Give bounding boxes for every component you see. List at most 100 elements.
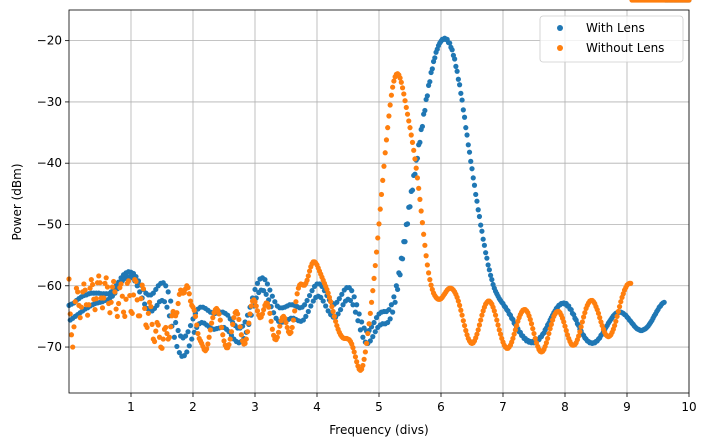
data-point [270,294,275,299]
data-point [338,307,343,312]
legend-marker-with-lens [557,25,563,31]
data-point [493,313,498,318]
data-point [185,285,190,290]
data-point [370,334,375,339]
data-point [187,343,192,348]
data-point [617,304,622,309]
data-point [246,321,251,326]
x-tick-label: 2 [189,400,197,414]
data-point [370,288,375,293]
data-point [205,341,210,346]
data-point [101,295,106,300]
data-point [458,308,463,313]
data-point [163,325,168,330]
y-tick-label: −60 [37,279,62,293]
data-point [239,332,244,337]
data-point [276,330,281,335]
data-point [163,283,168,288]
data-point [265,281,270,286]
data-point [457,303,462,308]
data-point [307,293,312,298]
data-point [364,341,369,346]
data-point [329,304,334,309]
data-point [78,315,83,320]
y-tick-label: −50 [37,217,62,231]
data-point [168,298,173,303]
data-point [478,317,483,322]
data-point [162,299,167,304]
y-tick-label: −20 [37,34,62,48]
data-point [368,311,373,316]
data-point [226,342,231,347]
data-point [371,320,376,325]
data-point [254,303,259,308]
data-point [401,91,406,96]
data-point [269,319,274,324]
data-point [70,344,75,349]
data-point [420,220,425,225]
data-point [288,330,293,335]
data-point [400,85,405,90]
data-point [270,327,275,332]
data-point [218,317,223,322]
data-point [375,235,380,240]
y-tick-label: −40 [37,156,62,170]
data-point [420,124,425,129]
data-point [141,286,146,291]
data-point [352,349,357,354]
data-point [385,125,390,130]
data-point [407,204,412,209]
data-point [400,256,405,261]
data-point [374,249,379,254]
data-point [249,303,254,308]
data-point [267,311,272,316]
data-point [172,335,177,340]
x-tick-label: 3 [251,400,259,414]
data-point [208,327,213,332]
data-point [114,306,119,311]
data-point [494,317,499,322]
data-point [100,305,105,310]
data-point [306,309,311,314]
data-point [410,140,415,145]
data-point [402,98,407,103]
data-point [185,329,190,334]
data-point [461,107,466,112]
data-point [275,335,280,340]
data-point [174,344,179,349]
data-point [69,332,74,337]
data-point [115,314,120,319]
data-point [220,332,225,337]
data-point [386,113,391,118]
data-point [195,331,200,336]
data-point [388,102,393,107]
data-point [481,237,486,242]
data-point [187,291,192,296]
data-point [167,335,172,340]
data-point [219,325,224,330]
data-point [417,197,422,202]
data-point [228,336,233,341]
data-point [328,299,333,304]
data-point [267,287,272,292]
data-point [474,199,479,204]
data-point [424,253,429,258]
x-tick-label: 5 [375,400,383,414]
data-point [369,300,374,305]
data-point [614,314,619,319]
data-point [389,93,394,98]
data-point [417,140,422,145]
data-point [391,294,396,299]
data-point [118,281,123,286]
data-point [383,150,388,155]
data-point [116,301,121,306]
data-point [159,346,164,351]
data-point [422,108,427,113]
legend-marker-without-lens [557,45,563,51]
data-point [207,335,212,340]
data-point [371,276,376,281]
data-point [292,308,297,313]
data-point [229,329,234,334]
data-point [204,346,209,351]
